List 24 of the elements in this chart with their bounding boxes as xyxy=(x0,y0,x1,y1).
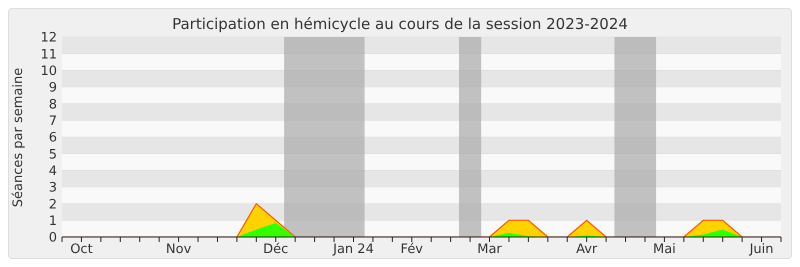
x-tick-label: Mai xyxy=(653,242,676,258)
x-tick-label: Oct xyxy=(70,242,93,258)
y-axis-title: Séances par semaine xyxy=(12,67,27,207)
x-tick-label: Nov xyxy=(166,242,192,258)
x-tick-label: Juin xyxy=(748,242,774,258)
y-tick-label: 2 xyxy=(48,197,57,212)
y-tick-label: 3 xyxy=(48,180,57,196)
y-tick-label: 11 xyxy=(40,47,57,62)
y-tick-label: 7 xyxy=(48,114,57,129)
x-tick-label: Avr xyxy=(576,242,598,258)
y-tick-label: 1 xyxy=(48,214,57,229)
chart-title: Participation en hémicycle au cours de la session 2023-2024 xyxy=(172,15,628,33)
y-tick-label: 12 xyxy=(40,30,57,46)
x-tick-label: Déc xyxy=(263,242,288,258)
y-tick-label: 4 xyxy=(48,164,57,179)
y-tick-label: 10 xyxy=(40,64,57,79)
x-tick-label: Jan 24 xyxy=(332,242,374,258)
y-tick-label: 5 xyxy=(48,147,57,162)
y-tick-label: 0 xyxy=(48,230,57,246)
x-tick-label: Mar xyxy=(477,242,502,258)
y-tick-label: 9 xyxy=(48,80,57,96)
y-tick-label: 6 xyxy=(48,130,57,146)
x-tick-label: Fév xyxy=(400,242,424,258)
y-tick-label: 8 xyxy=(48,97,57,112)
